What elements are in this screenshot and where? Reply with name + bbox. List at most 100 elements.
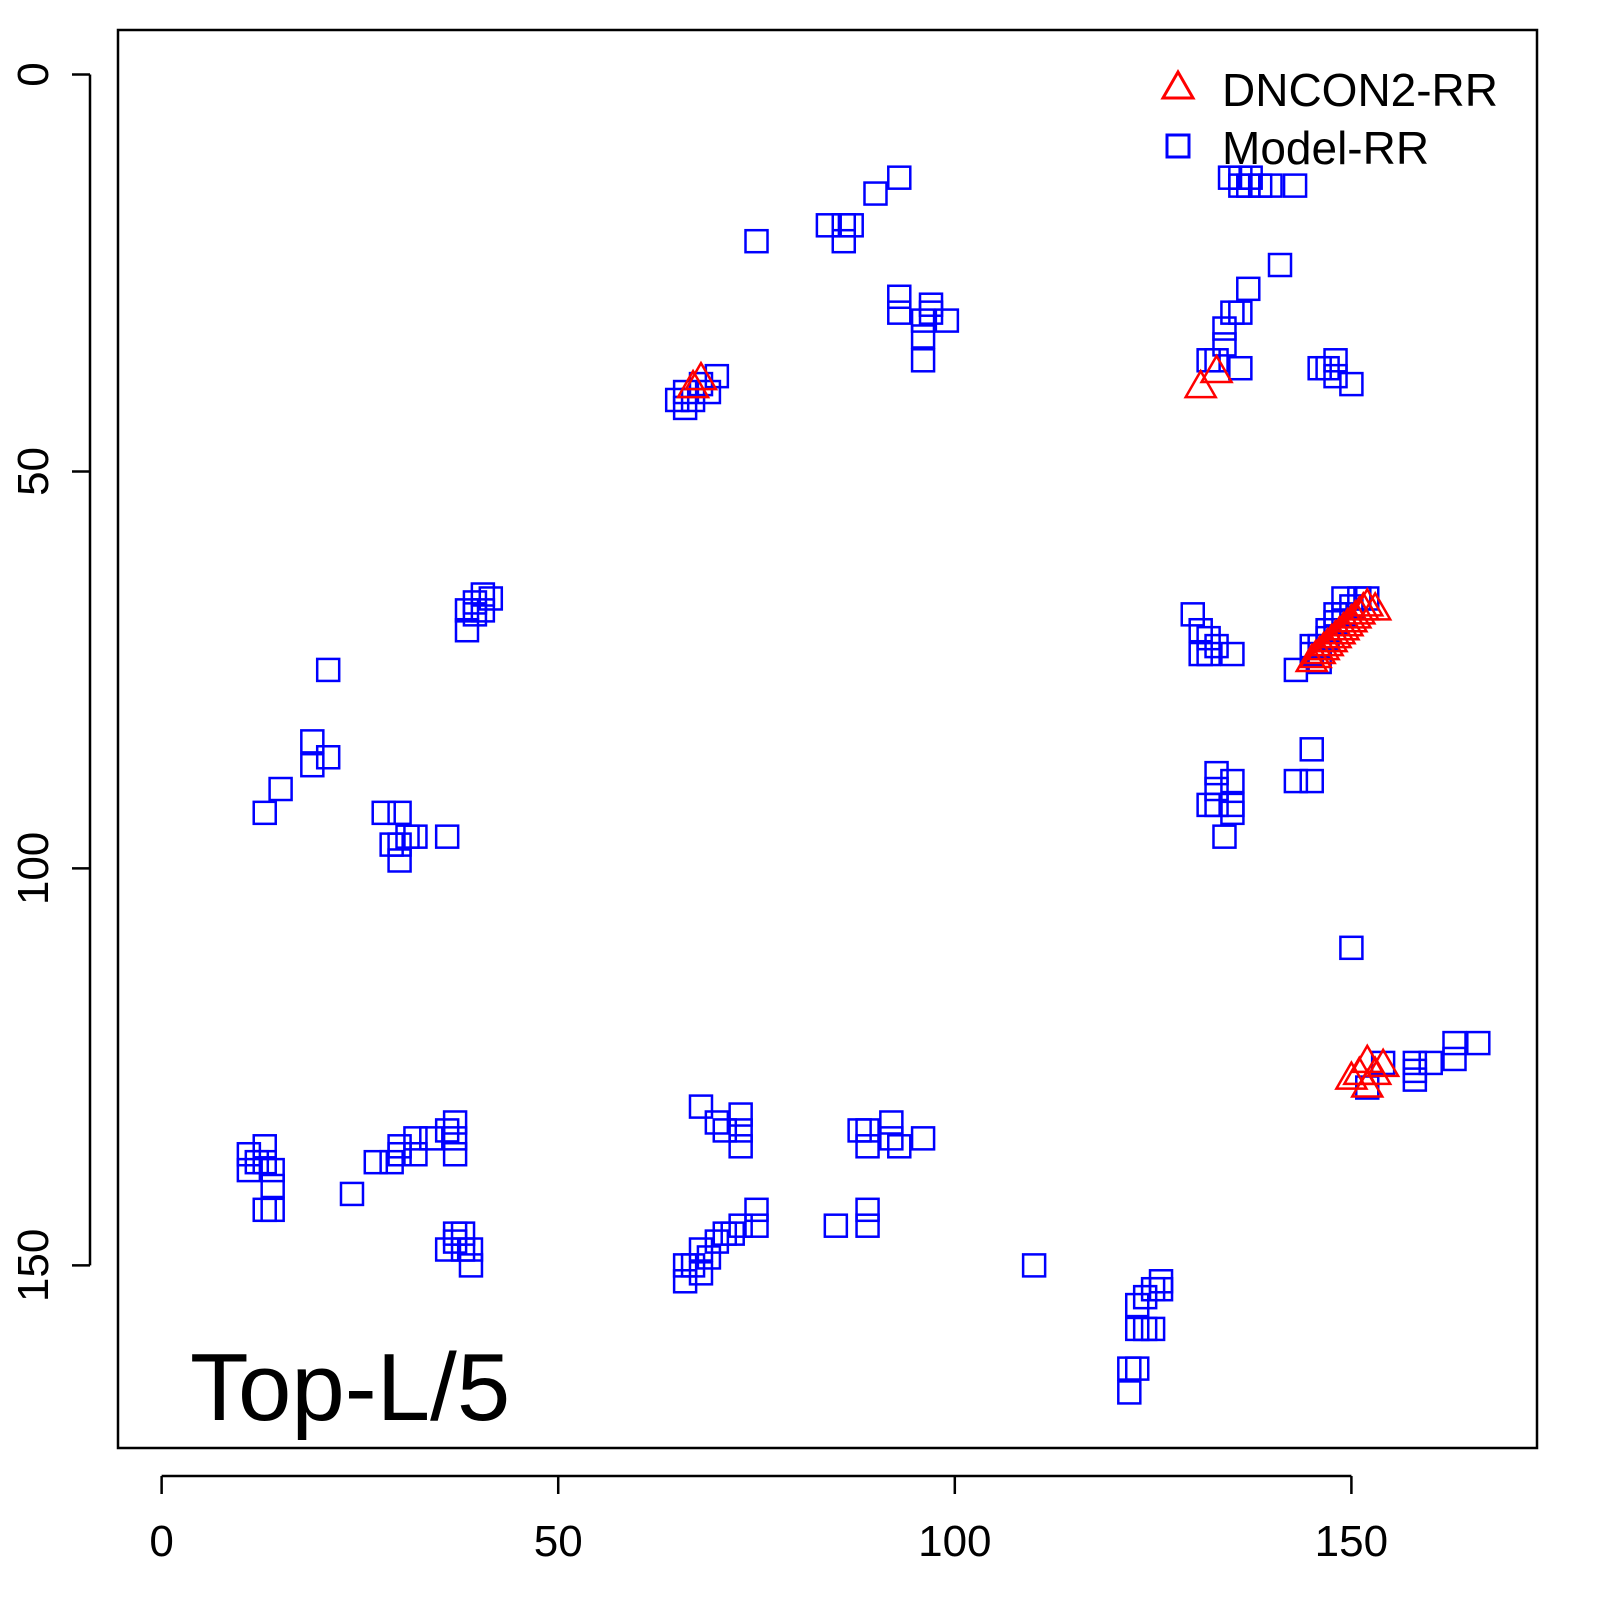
model-rr-point bbox=[831, 213, 857, 238]
model-rr-point bbox=[728, 1118, 753, 1143]
model-rr-point bbox=[879, 1110, 904, 1135]
legend-label-dncon2: DNCON2-RR bbox=[1222, 64, 1498, 116]
model-rr-point bbox=[395, 824, 420, 849]
model-rr-point bbox=[387, 800, 412, 826]
y-tick-label: 150 bbox=[9, 1229, 58, 1302]
model-rr-point bbox=[1307, 355, 1332, 381]
model-rr-point bbox=[680, 387, 706, 413]
y-axis: 0 50 100 150 bbox=[9, 62, 92, 1302]
model-rr-point bbox=[823, 1213, 849, 1238]
model-rr-point bbox=[442, 1110, 468, 1135]
model-rr-point bbox=[1402, 1067, 1428, 1092]
model-rr-point bbox=[1339, 935, 1364, 961]
model-rr-point bbox=[252, 800, 277, 826]
data-marks bbox=[236, 165, 1491, 1405]
model-rr-point bbox=[1299, 768, 1324, 794]
x-tick-label: 100 bbox=[918, 1517, 991, 1566]
dncon2-rr-point bbox=[675, 368, 711, 399]
model-rr-point bbox=[887, 300, 912, 325]
model-rr-point bbox=[387, 848, 412, 873]
annotation-label: Top-L/5 bbox=[190, 1334, 510, 1441]
model-rr-point bbox=[1212, 332, 1237, 357]
dncon2-rr-point bbox=[683, 360, 719, 391]
model-rr-point bbox=[1204, 633, 1229, 659]
model-rr-point bbox=[1204, 776, 1229, 802]
model-rr-point bbox=[1204, 792, 1229, 818]
model-rr-point bbox=[910, 324, 936, 349]
model-rr-point bbox=[1220, 768, 1245, 794]
model-rr-point bbox=[744, 1213, 769, 1238]
y-tick-label: 50 bbox=[9, 447, 58, 496]
model-rr-point bbox=[1021, 1253, 1047, 1278]
model-rr-point bbox=[815, 213, 841, 238]
legend-label-model: Model-RR bbox=[1222, 122, 1429, 174]
model-rr-point bbox=[339, 1181, 365, 1207]
model-rr-point bbox=[236, 1157, 262, 1183]
dncon2-rr-point bbox=[1365, 1047, 1401, 1078]
model-rr-point bbox=[252, 1134, 277, 1159]
model-rr-point bbox=[744, 228, 769, 254]
model-rr-point bbox=[387, 832, 412, 857]
model-rr-point bbox=[1220, 800, 1245, 826]
model-rr-point bbox=[1212, 316, 1237, 341]
model-rr-point bbox=[1236, 276, 1261, 302]
model-rr-point bbox=[855, 1134, 880, 1159]
dncon2-rr-point bbox=[1358, 590, 1393, 621]
model-rr-point bbox=[863, 181, 888, 206]
model-rr-point bbox=[470, 598, 496, 623]
dncon2-rr-point bbox=[1358, 1055, 1393, 1086]
model-rr-point bbox=[688, 1261, 714, 1286]
model-rr-point bbox=[458, 1253, 484, 1278]
model-rr-point bbox=[847, 1118, 872, 1143]
model-rr-point bbox=[434, 1118, 460, 1143]
model-rr-point bbox=[1466, 1030, 1491, 1056]
model-rr-point bbox=[442, 1141, 468, 1167]
x-tick-label: 0 bbox=[149, 1517, 173, 1566]
model-rr-point bbox=[1124, 1356, 1150, 1381]
x-tick-label: 150 bbox=[1315, 1517, 1388, 1566]
model-rr-point bbox=[879, 1126, 904, 1151]
model-rr-point bbox=[454, 617, 480, 643]
model-rr-point bbox=[1212, 824, 1237, 849]
model-rr-point bbox=[680, 1253, 706, 1278]
model-rr-point bbox=[688, 1237, 714, 1262]
model-rr-point bbox=[1124, 1316, 1150, 1342]
model-rr-point bbox=[910, 308, 936, 333]
model-rr-point bbox=[704, 1110, 730, 1135]
model-rr-point bbox=[839, 213, 864, 238]
model-rr-point bbox=[387, 1134, 412, 1159]
model-rr-point bbox=[454, 598, 480, 623]
model-rr-point bbox=[1132, 1284, 1158, 1310]
model-rr-point bbox=[1196, 641, 1221, 667]
model-rr-point bbox=[268, 776, 293, 802]
model-rr-point bbox=[918, 292, 944, 317]
model-rr-point bbox=[1323, 363, 1348, 389]
model-rr-point bbox=[831, 228, 857, 254]
model-rr-point bbox=[252, 1149, 277, 1175]
model-rr-point bbox=[1196, 625, 1221, 651]
model-rr-point bbox=[434, 824, 460, 849]
model-rr-point bbox=[260, 1173, 285, 1199]
dncon2-rr-point bbox=[1350, 586, 1385, 617]
model-rr-point bbox=[887, 165, 912, 190]
model-rr-point bbox=[462, 602, 488, 627]
model-rr-point bbox=[300, 729, 325, 754]
model-rr-point bbox=[704, 1229, 730, 1254]
model-rr-point bbox=[1148, 1269, 1174, 1294]
model-rr-point bbox=[260, 1157, 285, 1183]
model-rr-point bbox=[419, 1126, 444, 1151]
model-rr-point bbox=[910, 348, 936, 373]
model-rr-point bbox=[728, 1102, 753, 1127]
model-rr-point bbox=[315, 657, 341, 683]
model-rr-point bbox=[1132, 1316, 1158, 1342]
model-rr-point bbox=[887, 1134, 912, 1159]
legend: DNCON2-RR Model-RR bbox=[1160, 64, 1498, 174]
model-rr-point bbox=[1117, 1380, 1142, 1405]
model-rr-point bbox=[1188, 641, 1213, 667]
model-rr-point bbox=[1418, 1050, 1443, 1076]
y-tick-label: 100 bbox=[9, 832, 58, 905]
model-rr-point bbox=[1204, 760, 1229, 786]
model-rr-point bbox=[260, 1197, 285, 1223]
model-rr-point bbox=[696, 379, 722, 405]
